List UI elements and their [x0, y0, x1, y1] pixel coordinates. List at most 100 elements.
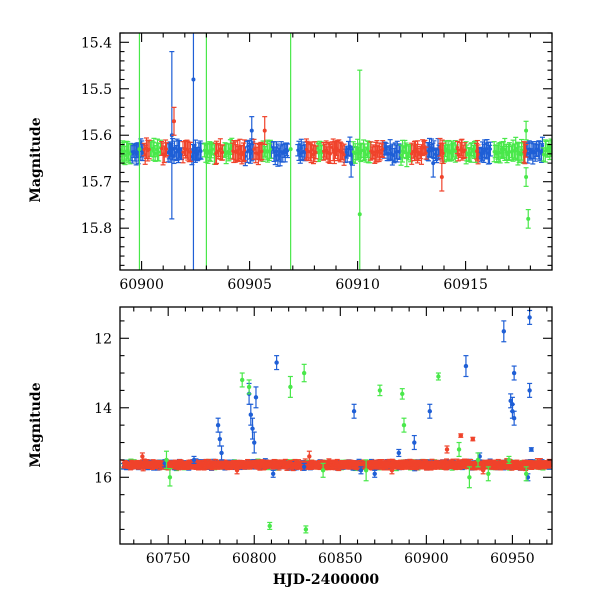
red-obs-point [341, 143, 347, 166]
green-obs-point [267, 139, 273, 159]
green-obs-point [400, 145, 406, 158]
green-outlier-point [523, 466, 529, 482]
red-obs-point [454, 140, 460, 155]
green-outlier-point [288, 33, 293, 270]
blue-outlier-point [372, 469, 378, 478]
green-outlier-point [475, 452, 481, 468]
green-obs-point [497, 141, 503, 164]
x-tick-label: 60950 [490, 551, 535, 567]
green-outlier-point [363, 459, 369, 482]
blue-outlier-point [253, 386, 259, 409]
red-obs-point [251, 138, 257, 160]
green-outlier-point [435, 372, 441, 381]
red-outlier-point [306, 450, 312, 463]
red-outlier-point [470, 436, 476, 442]
green-outlier-point [525, 208, 531, 229]
green-outlier-point [267, 521, 273, 531]
blue-outlier-point [274, 355, 280, 371]
red-obs-point [380, 140, 386, 159]
green-outlier-point [401, 417, 407, 433]
x-tick-label: 60800 [232, 551, 277, 567]
y-tick-label: 15.7 [81, 175, 112, 191]
red-obs-point [415, 140, 421, 164]
blue-obs-point [174, 138, 180, 162]
bottom-panel-full: Magnitude HJD-2400000 60750 60800 60850 609… [28, 306, 553, 588]
blue-outlier-point [527, 382, 533, 398]
blue-outlier-point [248, 403, 254, 426]
blue-outlier-point [358, 466, 364, 475]
blue-outlier-point [249, 116, 255, 146]
blue-outlier-point [191, 455, 197, 464]
y-tick-label: 14 [94, 401, 112, 417]
green-obs-point [470, 144, 476, 158]
y-tick-label: 12 [94, 331, 112, 347]
red-obs-point [423, 146, 429, 160]
y-tick-label: 15.4 [81, 35, 112, 51]
blue-outlier-point [427, 403, 433, 419]
blue-outlier-point [501, 320, 507, 343]
x-tick-label: 60900 [404, 551, 449, 567]
red-outlier-point [444, 445, 450, 454]
green-outlier-point [357, 69, 363, 270]
blue-outlier-point [528, 447, 534, 452]
blue-obs-point [285, 143, 291, 159]
green-obs-point [502, 137, 508, 162]
blue-outlier-point [396, 448, 402, 458]
green-outlier-point [301, 363, 307, 383]
y-tick-label: 15.8 [81, 221, 112, 237]
red-outlier-point [262, 116, 268, 146]
red-obs-point [241, 139, 247, 162]
green-outlier-point [506, 455, 512, 464]
red-obs-point [377, 146, 383, 161]
red-obs-point [522, 141, 528, 165]
green-outlier-point [456, 441, 462, 458]
red-outlier-point [480, 466, 486, 475]
green-obs-point [404, 143, 410, 168]
blue-outlier-point [348, 148, 354, 178]
blue-outlier-point [527, 309, 533, 325]
blue-outlier-point [217, 431, 223, 447]
blue-outlier-point [250, 417, 256, 440]
red-outlier-point [171, 106, 177, 136]
blue-obs-point [198, 142, 204, 160]
red-obs-point [187, 141, 193, 162]
top-panel-zoom: Magnitude 60900 60905 60910 60915 15.4 15.5 15… [28, 32, 553, 293]
x-tick-label: 60905 [227, 277, 272, 293]
green-outlier-point [523, 167, 529, 187]
plot-area [120, 33, 552, 270]
blue-outlier-point [301, 462, 307, 471]
green-obs-point [127, 143, 133, 165]
red-obs-point [220, 144, 226, 161]
x-tick-label: 60910 [335, 277, 380, 293]
red-obs-point [163, 142, 169, 157]
green-outlier-point [399, 388, 405, 400]
plot-area [121, 309, 552, 534]
blue-outlier-point [191, 33, 196, 270]
red-obs-point [241, 142, 247, 163]
blue-outlier-point [215, 417, 221, 433]
green-outlier-point [523, 120, 529, 141]
green-outlier-point [377, 384, 383, 397]
red-obs-point [313, 145, 319, 160]
x-tick-label: 60915 [443, 277, 488, 293]
bottom-panel-ylabel: Magnitude [28, 382, 44, 467]
bottom-panel-xlabel: HJD-2400000 [273, 572, 380, 588]
blue-obs-point [282, 142, 288, 163]
x-tick-label: 60850 [318, 551, 363, 567]
red-obs-point [146, 139, 152, 160]
blue-outlier-point [251, 431, 257, 454]
red-outlier-point [389, 466, 395, 475]
blue-outlier-point [219, 445, 225, 461]
blue-outlier-point [511, 410, 517, 426]
plot-frame [119, 306, 553, 545]
red-outlier-point [139, 452, 145, 461]
green-outlier-point [239, 372, 245, 388]
green-outlier-point [320, 462, 326, 478]
green-outlier-point [204, 33, 209, 270]
blue-obs-point [389, 143, 395, 166]
blue-obs-point [140, 143, 146, 162]
blue-outlier-point [511, 365, 517, 381]
blue-outlier-point [411, 434, 417, 451]
red-obs-point [523, 143, 529, 158]
